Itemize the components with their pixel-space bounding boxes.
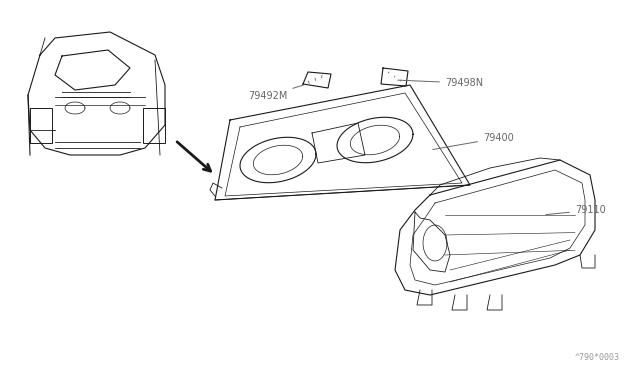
Text: 79492M: 79492M [248,85,305,101]
Text: 79400: 79400 [433,133,514,150]
Bar [30,108,52,143]
Bar [143,108,165,143]
Text: 79498N: 79498N [398,78,483,88]
Text: ^790*0003: ^790*0003 [575,353,620,362]
Text: 79110: 79110 [546,205,605,215]
